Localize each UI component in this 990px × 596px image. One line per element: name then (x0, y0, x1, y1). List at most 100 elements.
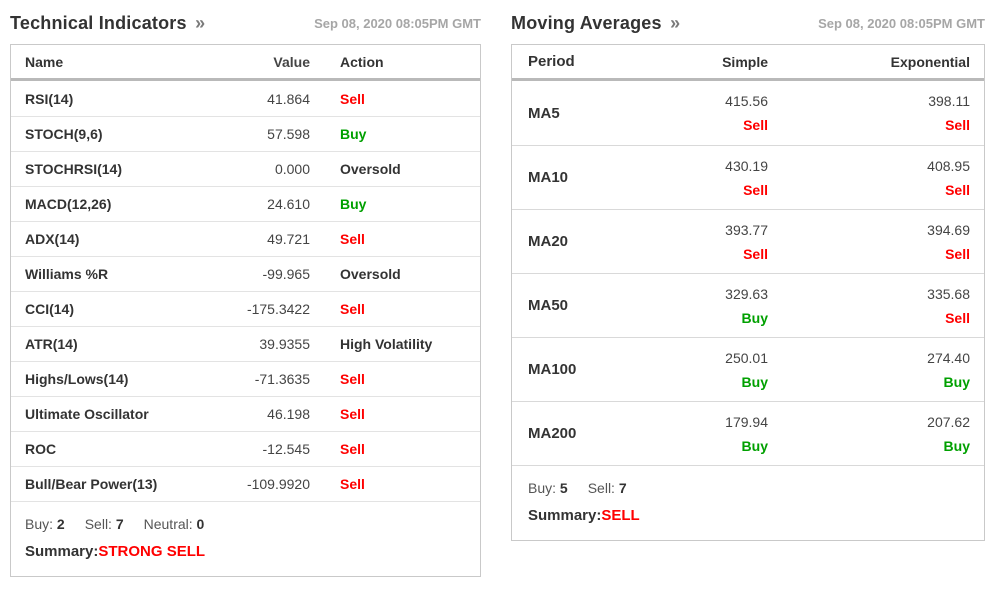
indicator-action: Buy (340, 196, 367, 212)
ma-exponential-cell: 408.95 Sell (768, 146, 984, 209)
indicator-action: Sell (340, 371, 365, 387)
indicator-value: 39.9355 (259, 336, 310, 352)
ma-simple-action: Sell (743, 181, 768, 198)
indicator-value: 57.598 (267, 126, 310, 142)
indicator-row: Highs/Lows(14) -71.3635 Sell (11, 361, 480, 396)
technical-summary-page: Technical Indicators » Sep 08, 2020 08:0… (10, 0, 985, 577)
count-value: 7 (618, 480, 627, 496)
indicator-name: ATR(14) (25, 336, 78, 352)
indicator-action: Buy (340, 126, 367, 142)
summary-value: SELL (601, 507, 640, 524)
technical-indicators-footer: Buy: 2 Sell: 7 Neutral: 0 Summary:STRONG S… (11, 501, 480, 576)
ma-period: MA200 (528, 425, 577, 442)
count-label: Neutral: (143, 516, 193, 532)
ma-exponential-value: 394.69 (927, 221, 970, 238)
ma-simple-action: Sell (743, 117, 768, 133)
indicator-action: Sell (340, 441, 365, 457)
technical-indicators-title: Technical Indicators (10, 12, 187, 33)
ma-exponential-cell: 394.69 Sell (768, 210, 984, 273)
ma-exponential-action: Sell (945, 309, 970, 326)
technical-indicators-header: Technical Indicators » Sep 08, 2020 08:0… (10, 0, 481, 44)
ma-exponential-action: Buy (943, 373, 970, 390)
panel-moving-averages: Moving Averages » Sep 08, 2020 08:05PM G… (511, 0, 985, 577)
ma-exponential-value: 335.68 (927, 285, 970, 302)
indicator-name: Ultimate Oscillator (25, 406, 149, 422)
technical-indicators-summary: Summary:STRONG SELL (25, 543, 466, 560)
indicator-value: -175.3422 (246, 301, 310, 317)
indicator-row: ROC -12.545 Sell (11, 431, 480, 466)
ma-exponential-value: 274.40 (927, 349, 970, 366)
indicator-action: Oversold (340, 161, 401, 177)
ma-simple-cell: 250.01 Buy (658, 338, 768, 401)
indicator-name: Highs/Lows(14) (25, 371, 129, 387)
indicator-name: ADX(14) (25, 231, 80, 247)
column-header-simple: Simple (722, 53, 768, 70)
technical-indicators-rows: RSI(14) 41.864 Sell STOCH(9,6) 57.598 Buy STOC… (11, 81, 480, 501)
column-header-name: Name (25, 53, 64, 70)
moving-average-row: MA200 179.94 Buy 207.62 Buy (512, 401, 984, 465)
chevron-right-icon: » (670, 12, 681, 33)
indicator-row: Williams %R -99.965 Oversold (11, 256, 480, 291)
ma-exponential-action: Buy (943, 437, 970, 454)
indicator-row: ATR(14) 39.9355 High Volatility (11, 326, 480, 361)
indicator-action: Sell (340, 231, 365, 247)
moving-averages-rows: MA5 415.56 Sell 398.11 Sell MA10 430.19 Sell 408… (512, 81, 984, 465)
indicator-name: CCI(14) (25, 301, 75, 317)
count-label: Buy: (528, 480, 557, 496)
signal-count: Buy: 5 (528, 480, 568, 496)
ma-simple-cell: 393.77 Sell (658, 210, 768, 273)
indicator-action: Sell (340, 90, 365, 107)
ma-simple-value: 179.94 (725, 413, 768, 430)
technical-indicators-link[interactable]: Technical Indicators » (10, 13, 205, 34)
ma-exponential-cell: 398.11 Sell (768, 81, 984, 145)
ma-exponential-action: Sell (945, 245, 970, 262)
indicator-row: MACD(12,26) 24.610 Buy (11, 186, 480, 221)
indicator-action: Sell (340, 301, 365, 317)
indicator-value: 46.198 (267, 406, 310, 422)
signal-count: Sell: 7 (85, 516, 124, 532)
column-header-exponential: Exponential (890, 53, 970, 70)
count-value: 5 (559, 480, 568, 496)
ma-simple-cell: 329.63 Buy (658, 274, 768, 337)
indicator-row: CCI(14) -175.3422 Sell (11, 291, 480, 326)
ma-simple-action: Sell (743, 245, 768, 262)
moving-averages-table-header: Period Simple Exponential (512, 45, 984, 81)
indicator-value: 49.721 (267, 231, 310, 247)
ma-exponential-value: 398.11 (928, 93, 970, 109)
ma-simple-value: 250.01 (725, 349, 768, 366)
chevron-right-icon: » (195, 12, 206, 33)
indicator-name: ROC (25, 441, 57, 457)
technical-indicators-table: Name Value Action RSI(14) 41.864 Sell STOCH… (10, 44, 481, 577)
moving-averages-footer: Buy: 5 Sell: 7 Summary:SELL (512, 465, 984, 540)
ma-simple-cell: 415.56 Sell (658, 81, 768, 145)
ma-simple-value: 415.56 (725, 93, 768, 109)
indicator-name: STOCHRSI(14) (25, 161, 122, 177)
ma-exponential-cell: 335.68 Sell (768, 274, 984, 337)
moving-averages-title: Moving Averages (511, 12, 662, 33)
signal-count: Buy: 2 (25, 516, 65, 532)
technical-indicators-timestamp: Sep 08, 2020 08:05PM GMT (314, 15, 481, 31)
count-label: Buy: (25, 516, 54, 532)
ma-exponential-action: Sell (945, 117, 970, 133)
ma-period: MA5 (528, 104, 560, 122)
technical-indicators-table-header: Name Value Action (11, 45, 480, 81)
indicator-row: ADX(14) 49.721 Sell (11, 221, 480, 256)
indicator-value: -12.545 (262, 441, 310, 457)
indicator-row: RSI(14) 41.864 Sell (11, 81, 480, 116)
ma-simple-action: Buy (741, 309, 768, 326)
indicator-name: Williams %R (25, 266, 109, 282)
ma-period: MA20 (528, 233, 569, 250)
indicator-value: -109.9920 (246, 476, 310, 492)
moving-average-row: MA50 329.63 Buy 335.68 Sell (512, 273, 984, 337)
ma-simple-value: 329.63 (725, 285, 768, 302)
indicator-action: High Volatility (340, 336, 433, 352)
indicator-action: Sell (340, 406, 365, 422)
indicator-value: -99.965 (262, 266, 310, 282)
column-header-value: Value (273, 53, 310, 70)
moving-averages-header: Moving Averages » Sep 08, 2020 08:05PM G… (511, 0, 985, 44)
technical-indicators-counts: Buy: 2 Sell: 7 Neutral: 0 (25, 516, 466, 532)
moving-averages-link[interactable]: Moving Averages » (511, 13, 680, 34)
indicator-name: Bull/Bear Power(13) (25, 476, 158, 492)
ma-simple-cell: 430.19 Sell (658, 146, 768, 209)
count-value: 7 (115, 516, 124, 532)
